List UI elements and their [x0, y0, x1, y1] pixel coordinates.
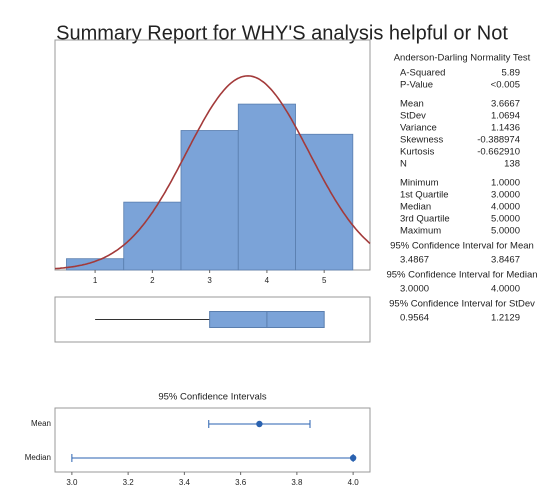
stat-label: StDev — [400, 111, 426, 122]
y-tick-label: Mean — [31, 419, 51, 428]
stat-label: Median — [400, 202, 431, 213]
stat-value: 3.6667 — [491, 99, 520, 110]
normal-curve — [54, 75, 371, 270]
stat-label: N — [400, 159, 407, 170]
interval-low: 3.4867 — [400, 255, 429, 266]
bar — [237, 103, 296, 271]
stat-label: Kurtosis — [400, 147, 435, 158]
x-tick-label: 3.0 — [66, 478, 78, 487]
interval-low: 0.9564 — [400, 313, 429, 324]
interval-high: 1.2129 — [491, 313, 520, 324]
y-tick-label: Median — [25, 453, 51, 462]
stat-value: 5.0000 — [491, 214, 520, 225]
bar — [295, 133, 354, 271]
stat-value: 5.89 — [502, 68, 521, 79]
stat-label: 1st Quartile — [400, 190, 449, 201]
bar — [180, 130, 239, 271]
estimate — [349, 454, 357, 462]
stat-value: 1.0000 — [491, 178, 520, 189]
x-tick-label: 3.6 — [235, 478, 247, 487]
stat-value: 1.0694 — [491, 111, 520, 122]
interval-low: 3.0000 — [400, 284, 429, 295]
stat-label: P-Value — [400, 80, 433, 91]
interval-high: 3.8467 — [491, 255, 520, 266]
stat-value: 4.0000 — [491, 202, 520, 213]
boxplot-frame — [54, 296, 371, 343]
stat-label: 3rd Quartile — [400, 214, 450, 225]
stat-label: Maximum — [400, 226, 441, 237]
x-tick-label: 5 — [322, 276, 327, 285]
stat-value: 138 — [504, 159, 520, 170]
stat-value: -0.662910 — [477, 147, 520, 158]
x-tick-label: 4 — [265, 276, 270, 285]
interval-heading: 95% Confidence Interval for Mean — [390, 241, 534, 252]
stat-label: Variance — [400, 123, 437, 134]
ci-title: 95% Confidence Intervals — [158, 392, 267, 403]
interval-high: 4.0000 — [491, 284, 520, 295]
x-tick-label: 3.2 — [123, 478, 135, 487]
x-tick-label: 3.4 — [179, 478, 191, 487]
stat-label: Minimum — [400, 178, 439, 189]
interval-heading: 95% Confidence Interval for StDev — [389, 299, 535, 310]
ci-frame — [54, 407, 371, 473]
stats-heading: Anderson-Darling Normality Test — [394, 53, 531, 64]
stat-label: Mean — [400, 99, 424, 110]
stat-value: 3.0000 — [491, 190, 520, 201]
stat-value: 1.1436 — [491, 123, 520, 134]
stat-value: <0.005 — [491, 80, 520, 91]
stat-label: Skewness — [400, 135, 444, 146]
stat-value: -0.388974 — [477, 135, 520, 146]
estimate — [256, 420, 263, 428]
report-title: Summary Report for WHY'S analysis helpfu… — [56, 22, 508, 44]
x-tick-label: 1 — [93, 276, 98, 285]
bar — [66, 258, 125, 271]
x-tick-label: 2 — [150, 276, 155, 285]
stat-label: A-Squared — [400, 68, 445, 79]
x-tick-label: 3 — [207, 276, 212, 285]
stat-value: 5.0000 — [491, 226, 520, 237]
interval-heading: 95% Confidence Interval for Median — [386, 270, 537, 281]
x-tick-label: 3.8 — [291, 478, 303, 487]
x-tick-label: 4.0 — [348, 478, 360, 487]
